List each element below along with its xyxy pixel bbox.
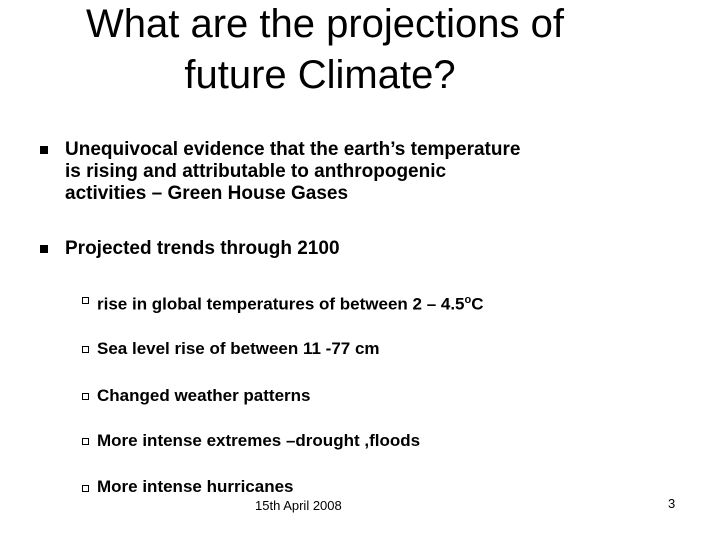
sub-bullet: rise in global temperatures of between 2… <box>97 290 484 315</box>
sub-bullet: More intense hurricanes <box>97 477 294 496</box>
bullet-line: Projected trends through 2100 <box>65 238 340 259</box>
sub-bullet-marker <box>82 438 89 445</box>
sub-bullet: More intense extremes –drought ,floods <box>97 431 421 450</box>
text: C <box>471 294 484 314</box>
sub-bullet-marker <box>82 346 89 353</box>
bullet-line: Unequivocal evidence that the earth’s te… <box>65 139 521 160</box>
sub-bullet-marker <box>82 393 89 400</box>
sub-bullet-marker <box>82 297 89 304</box>
sub-bullet: Changed weather patterns <box>97 386 311 405</box>
text: rise in global temperatures of between 2… <box>97 294 465 314</box>
sub-bullet-marker <box>82 485 89 492</box>
bullet-marker <box>40 245 48 253</box>
superscript: o <box>464 294 472 306</box>
bullet-line: activities – Green House Gases <box>65 183 349 204</box>
footer-date: 15th April 2008 <box>255 498 342 513</box>
page-number: 3 <box>668 496 676 511</box>
bullet-marker <box>40 146 48 154</box>
sub-bullet: Sea level rise of between 11 -77 cm <box>97 339 380 358</box>
title-line: What are the projections of <box>85 2 565 46</box>
title-line: future Climate? <box>184 53 456 97</box>
bullet-line: is rising and attributable to anthropoge… <box>65 161 447 182</box>
